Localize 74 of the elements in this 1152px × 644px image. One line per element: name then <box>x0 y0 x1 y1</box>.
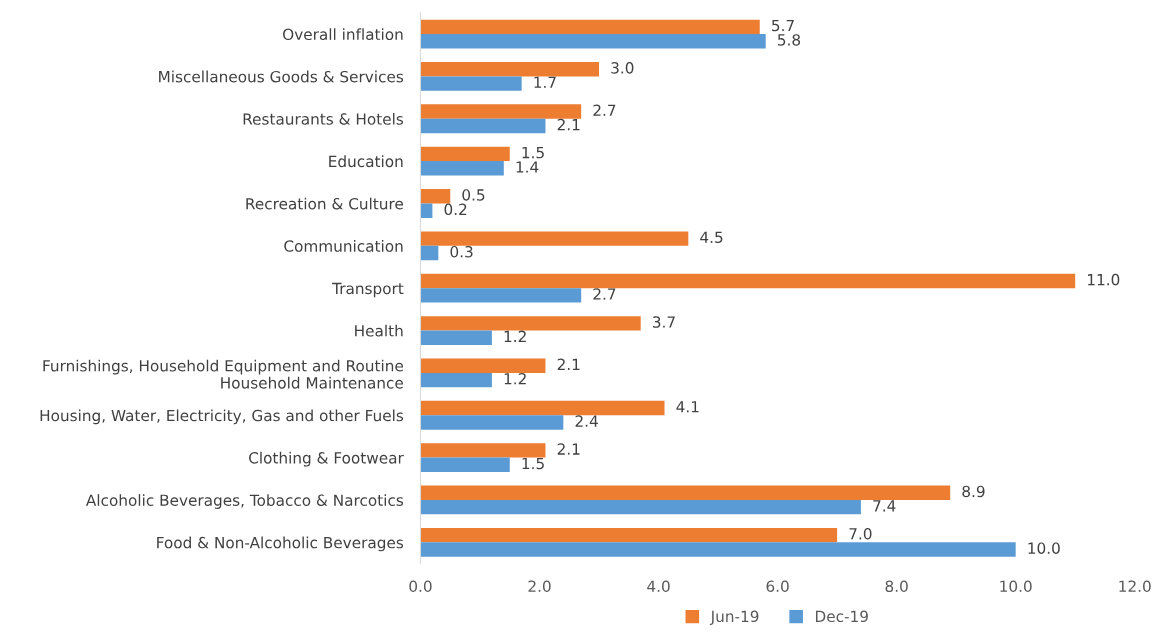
y-tick-label: Transport <box>332 282 404 298</box>
bar <box>420 273 1076 289</box>
bar <box>420 231 689 246</box>
y-tick-label: Overall inflation <box>283 28 403 41</box>
y-tick-label: Clothing & Footwear <box>249 451 404 467</box>
x-tick-label: 8.0 <box>885 580 908 592</box>
data-label: 1.2 <box>504 330 526 342</box>
data-label: 10.0 <box>1028 542 1060 554</box>
bar <box>420 499 861 515</box>
bar <box>420 316 641 331</box>
data-label: 1.7 <box>534 76 556 88</box>
bar <box>420 19 760 35</box>
x-tick-label: 12.0 <box>1119 580 1151 592</box>
data-label: 4.5 <box>700 231 723 244</box>
data-label: 8.9 <box>962 485 985 498</box>
data-label: 2.7 <box>593 104 616 116</box>
data-label: 7.0 <box>849 528 872 540</box>
y-tick-label: Housing, Water, Electricity, Gas and other Fuels <box>40 409 404 425</box>
data-label: 4.1 <box>676 401 699 413</box>
data-label: 2.1 <box>557 118 580 131</box>
data-label: 2.1 <box>557 443 580 455</box>
data-label: 0.2 <box>444 203 467 216</box>
bar <box>420 400 665 416</box>
data-label: 1.2 <box>504 372 526 385</box>
data-label: 7.4 <box>873 500 896 512</box>
bar <box>420 372 492 388</box>
data-label: 2.7 <box>593 288 616 300</box>
data-label: 3.7 <box>652 316 675 328</box>
x-tick-label: 10.0 <box>1000 580 1032 592</box>
bar <box>420 443 546 458</box>
bar <box>420 76 522 91</box>
bar <box>420 203 433 218</box>
y-tick-label: Alcoholic Beverages, Tobacco & Narcotics <box>85 494 404 509</box>
data-label: 11.0 <box>1087 273 1120 286</box>
bar <box>420 189 451 204</box>
x-tick-label: 4.0 <box>647 580 670 592</box>
bar <box>420 104 582 119</box>
bar <box>420 527 838 543</box>
data-label: 1.4 <box>516 161 539 173</box>
bar <box>420 330 492 345</box>
bar <box>420 146 510 162</box>
y-tick-label: Health <box>355 324 403 337</box>
data-label: 1.5 <box>522 147 544 159</box>
data-label: 1.5 <box>522 457 544 470</box>
bar <box>420 245 439 261</box>
y-tick-label: Miscellaneous Goods & Services <box>159 70 404 83</box>
bar <box>420 542 1016 557</box>
data-label: 3.0 <box>611 62 634 74</box>
x-tick-label: 6.0 <box>766 580 789 592</box>
y-tick-label: Furnishings, Household Equipment and Routine Household Maintenance <box>43 359 403 389</box>
y-tick-label: Education <box>329 155 403 168</box>
bar <box>420 485 951 500</box>
data-label: 0.5 <box>462 189 485 201</box>
x-tick-label: 0.0 <box>409 580 432 592</box>
bar <box>420 161 504 176</box>
data-label: 5.7 <box>772 19 794 32</box>
x-tick-label: 2.0 <box>528 580 551 592</box>
legend-label: Jun-19 <box>709 610 759 625</box>
bar <box>420 358 546 373</box>
bar <box>420 457 510 473</box>
data-label: 0.3 <box>450 245 473 258</box>
y-tick-label: Food & Non-Alcoholic Beverages <box>157 536 404 552</box>
bar <box>420 62 600 77</box>
bar <box>420 288 582 303</box>
data-label: 2.1 <box>557 358 580 370</box>
bar <box>420 415 564 430</box>
y-tick-label: Restaurants & Hotels <box>243 112 404 125</box>
legend-label: Dec-19 <box>815 610 868 623</box>
data-label: 5.8 <box>777 34 801 46</box>
bar <box>420 34 766 49</box>
y-tick-label: Communication <box>284 240 403 252</box>
y-tick-label: Recreation & Culture <box>246 197 403 210</box>
data-label: 2.4 <box>575 415 598 427</box>
bar <box>420 118 546 134</box>
